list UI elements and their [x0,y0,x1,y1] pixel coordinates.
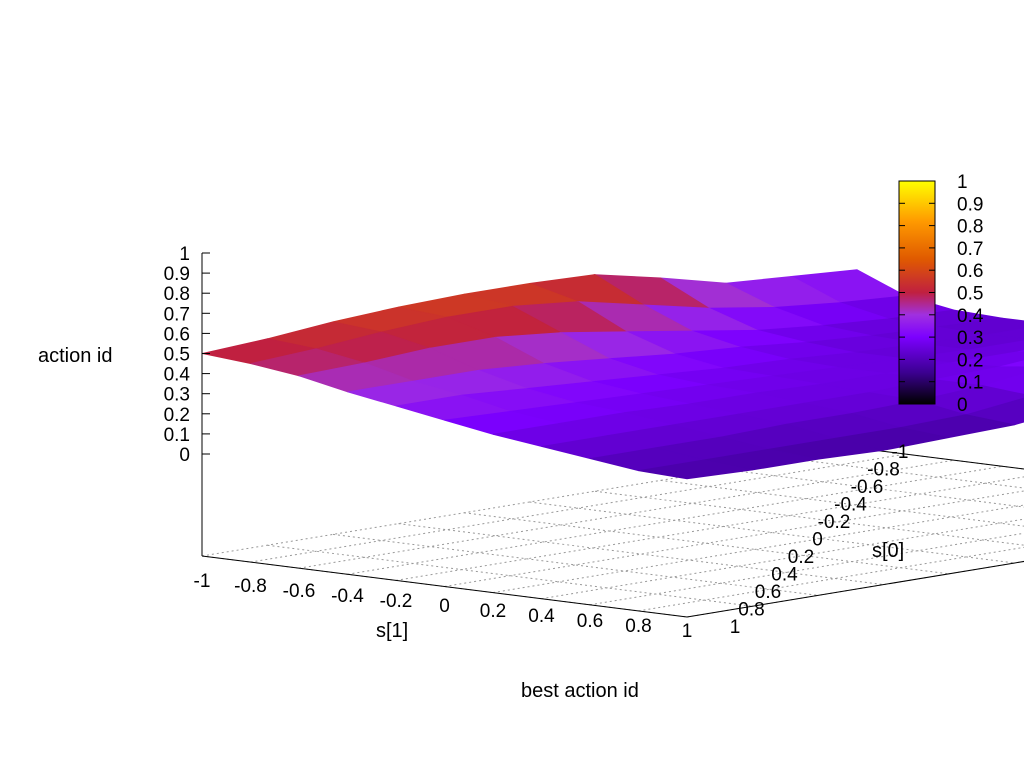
y-tick-label: 0.2 [788,547,814,568]
colorbar-tick-label: 1 [957,172,968,193]
grid-line [332,533,819,596]
y-tick-label: 0.6 [755,582,781,603]
grid-line [638,546,1024,612]
surface-patch [638,459,753,480]
x-tick-label: -0.8 [234,576,267,597]
x-tick-label: 0.6 [577,611,603,632]
z-tick-label: 0.4 [164,365,191,386]
colorbar-tick-label: 0.7 [957,239,983,260]
grid-line [492,504,1024,594]
grid-line [589,532,1024,606]
colorbar-tick-label: 0.8 [957,217,983,238]
grid-line [201,447,858,557]
x-tick-label: 0.4 [528,606,555,627]
x-tick-label: -0.4 [331,586,364,607]
z-tick-label: 0.7 [164,304,190,325]
x-tick-label: -1 [194,571,211,592]
y-tick-label: 0.4 [771,565,798,586]
grid-line [444,490,1024,587]
z-tick-label: 0.8 [164,284,190,305]
z-tick-label: 1 [179,244,190,265]
colorbar-tick-label: 0.4 [957,306,984,327]
grid-line [398,523,884,586]
surface-patch [999,360,1024,368]
y-tick-label: 1 [730,617,741,638]
x-axis-label: s[1] [376,620,408,642]
y-tick-label: -0.2 [818,512,851,533]
z-axis: 00.10.20.30.40.50.60.70.80.91 [164,244,210,556]
colorbar-tick-label: 0 [957,395,968,416]
x-tick-label: -0.6 [283,581,316,602]
chart-title: best action id [521,680,639,702]
colorbar-tick-label: 0.5 [957,284,983,305]
grid-line [347,465,1003,575]
grid-line [463,512,950,575]
z-tick-label: 0 [179,445,190,466]
axis-edge [686,560,1024,618]
z-tick-label: 0.5 [164,345,190,366]
y-tick-label: 0 [812,530,823,551]
colorbar-ticks: 00.10.20.30.40.50.60.70.80.91 [899,172,984,416]
z-axis-label: action id [38,345,113,367]
colorbar-tick-label: 0.6 [957,261,983,282]
grid-line [267,544,753,607]
grid-line [541,518,1024,600]
grid-line [791,458,1024,489]
y-tick-label: -0.6 [851,477,884,498]
x-tick-label: 0.8 [625,616,651,637]
x-tick-label: -0.2 [380,591,413,612]
axis-edge [201,555,688,618]
x-axis-ticks: -1 -0.8 -0.6 -0.4 -0.2 0 0.2 0.4 0.6 0.8 1 [194,571,693,642]
colorbar-tick-label: 0.1 [957,373,983,394]
grid-line [395,476,1024,581]
colorbar-tick-label: 0.9 [957,194,983,215]
grid-line [594,490,1024,546]
y-axis-ticks: -1-0.8-0.6-0.4-0.200.20.40.60.81 [730,442,909,638]
axis-edge [856,447,1024,470]
z-tick-label: 0.1 [164,425,190,446]
y-tick-label: 0.8 [738,600,764,621]
x-tick-label: 1 [682,621,693,642]
z-tick-label: 0.6 [164,324,190,345]
x-tick-label: 0.2 [480,601,506,622]
z-tick-label: 0.9 [164,264,190,285]
colorbar-tick-label: 0.3 [957,328,983,349]
grid-line [725,469,1024,508]
y-tick-label: -0.8 [867,460,900,481]
y-tick-label: -0.4 [834,495,867,516]
z-tick-label: 0.2 [164,405,190,426]
colorbar-tick-label: 0.2 [957,350,983,371]
y-axis-label: s[0] [872,540,904,562]
z-tick-label: 0.3 [164,385,190,406]
grid-line [250,453,906,563]
base-grid [201,447,1024,618]
y-tick-label: -1 [892,442,909,463]
grid-line [529,501,1015,564]
x-tick-label: 0 [439,596,450,617]
grid-line [660,479,1024,527]
grid-line [298,459,955,569]
